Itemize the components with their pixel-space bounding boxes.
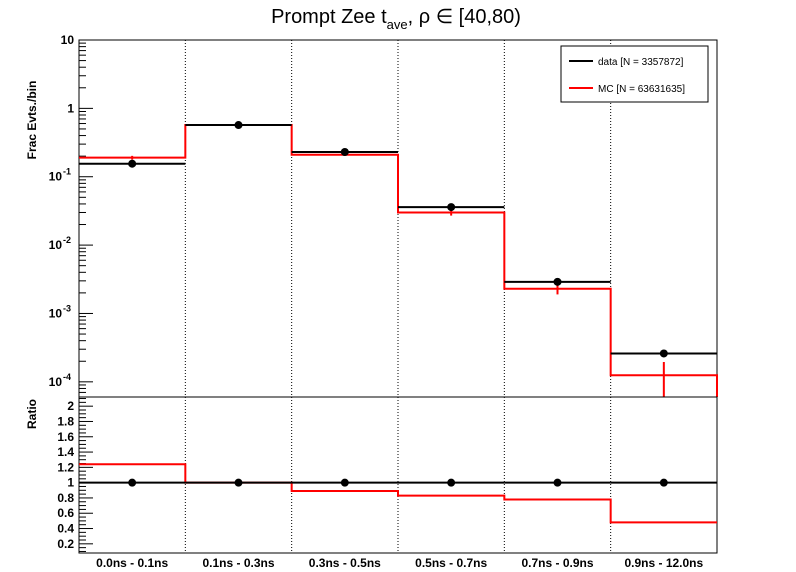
legend-box bbox=[560, 45, 709, 103]
x-category-label: 0.5ns - 0.7ns bbox=[415, 556, 487, 570]
ratio-y-tick-label: 1.2 bbox=[57, 460, 74, 474]
data-ratio-point bbox=[659, 478, 668, 487]
ratio-y-tick-label: 0.8 bbox=[57, 491, 74, 505]
legend: data [N = 3357872] MC [N = 63631635] bbox=[560, 45, 709, 103]
data-ratio-point bbox=[340, 478, 349, 487]
data-ratio-point bbox=[553, 478, 562, 487]
ratio-grid bbox=[184, 397, 612, 553]
data-ratio-point bbox=[447, 478, 456, 487]
data-ratio-point bbox=[234, 478, 243, 487]
mc-ratio-line bbox=[79, 463, 717, 524]
x-category-label: 0.3ns - 0.5ns bbox=[309, 556, 381, 570]
top-series bbox=[79, 121, 718, 397]
ratio-y-tick-label: 0.6 bbox=[57, 506, 74, 520]
top-y-tick-label: 10 bbox=[49, 375, 63, 389]
ratio-y-tick-label: 2 bbox=[67, 399, 74, 413]
top-y-tick-exponent: -2 bbox=[63, 235, 71, 245]
data-point bbox=[234, 121, 243, 130]
x-category-label: 0.7ns - 0.9ns bbox=[521, 556, 593, 570]
data-ratio-point bbox=[128, 478, 137, 487]
ratio-y-tick-label: 0.4 bbox=[57, 522, 74, 536]
x-category-label: 0.9ns - 12.0ns bbox=[624, 556, 703, 570]
top-y-tick-label: 10 bbox=[49, 170, 63, 184]
ratio-y-tick-label: 1.8 bbox=[57, 414, 74, 428]
ratio-y-tick-label: 1 bbox=[67, 476, 74, 490]
x-category-label: 0.1ns - 0.3ns bbox=[202, 556, 274, 570]
top-grid bbox=[184, 40, 612, 397]
data-point bbox=[553, 277, 562, 286]
ratio-y-tick-label: 1.4 bbox=[57, 445, 74, 459]
top-y-tick-label: 10 bbox=[61, 33, 75, 47]
top-y-tick-exponent: -1 bbox=[63, 167, 71, 177]
top-y-tick-label: 10 bbox=[49, 238, 63, 252]
top-y-tick-label: 1 bbox=[67, 101, 74, 115]
ratio-y-ticks: 0.20.4 0.60.81 1.21.41.6 1.82 bbox=[57, 398, 93, 552]
ratio-y-axis-label: Ratio bbox=[25, 399, 39, 429]
ratio-panel: 0.20.4 0.60.81 1.21.41.6 1.82 Ratio bbox=[25, 396, 718, 554]
data-point bbox=[128, 159, 137, 168]
ratio-y-tick-label: 1.6 bbox=[57, 430, 74, 444]
x-category-labels: 0.0ns - 0.1ns 0.1ns - 0.3ns 0.3ns - 0.5ns 0… bbox=[96, 556, 703, 570]
legend-data-label: data [N = 3357872] bbox=[598, 57, 684, 68]
x-category-label: 0.0ns - 0.1ns bbox=[96, 556, 168, 570]
mc-histogram-line bbox=[79, 124, 718, 397]
top-y-axis-label: Frac Evts./bin bbox=[25, 81, 39, 160]
data-point bbox=[447, 203, 456, 212]
data-point bbox=[659, 349, 668, 358]
ratio-series bbox=[79, 463, 717, 524]
top-y-tick-exponent: -4 bbox=[63, 372, 71, 382]
legend-mc-label: MC [N = 63631635] bbox=[598, 84, 685, 95]
ratio-y-tick-label: 0.2 bbox=[57, 537, 74, 551]
data-point bbox=[340, 148, 349, 157]
top-y-tick-label: 10 bbox=[49, 306, 63, 320]
chart-title: Prompt Zee tave, ρ ∈ [40,80) bbox=[271, 6, 521, 32]
top-y-tick-exponent: -3 bbox=[63, 303, 71, 313]
